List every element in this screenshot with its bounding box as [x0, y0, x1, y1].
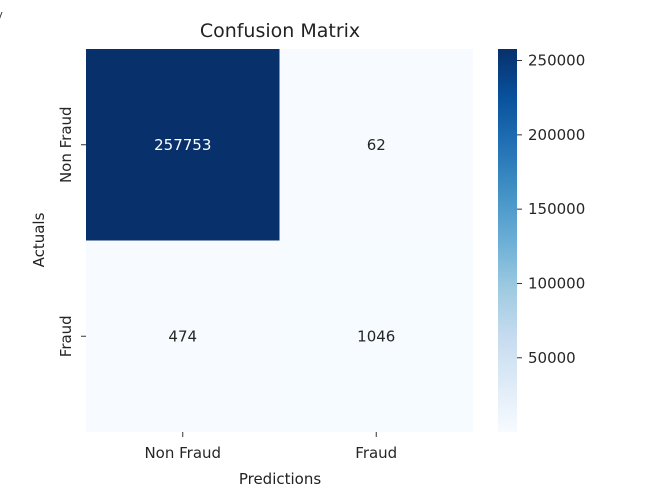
heatmap-cell-labels: 257753 62 474 1046: [154, 136, 395, 346]
heatmap-cell-value: 62: [367, 136, 386, 154]
x-axis-ticks: Non Fraud Fraud: [144, 432, 397, 462]
heatmap-cell: [86, 49, 280, 241]
heatmap-cell-value: 474: [168, 327, 197, 345]
colorbar-tick-label: 200000: [528, 126, 585, 144]
y-tick-label: Fraud: [57, 315, 75, 357]
colorbar-tick-label: 50000: [528, 349, 576, 367]
colorbar-tick-label: 150000: [528, 200, 585, 218]
x-axis-label: Predictions: [239, 470, 322, 488]
heatmap-cell: [86, 240, 280, 432]
x-tick-label: Fraud: [355, 444, 397, 462]
y-axis-ticks: Non Fraud Fraud: [57, 106, 86, 357]
x-tick-label: Non Fraud: [144, 444, 221, 462]
colorbar-tick-label: 100000: [528, 274, 585, 292]
chart-title: Confusion Matrix: [200, 20, 360, 42]
heatmap-cell-value: 1046: [357, 327, 395, 345]
heatmap-cells: [86, 49, 473, 432]
heatmap-cell-value: 257753: [154, 136, 211, 154]
colorbar-ticks: 50000 100000 150000 200000 250000: [517, 52, 585, 367]
colorbar: [498, 49, 517, 432]
y-tick-label: Non Fraud: [57, 106, 75, 183]
y-axis-label: Actuals: [30, 212, 48, 267]
colorbar-tick-label: 250000: [528, 52, 585, 70]
heatmap-cell: [279, 240, 473, 432]
heatmap-cell: [279, 49, 473, 241]
